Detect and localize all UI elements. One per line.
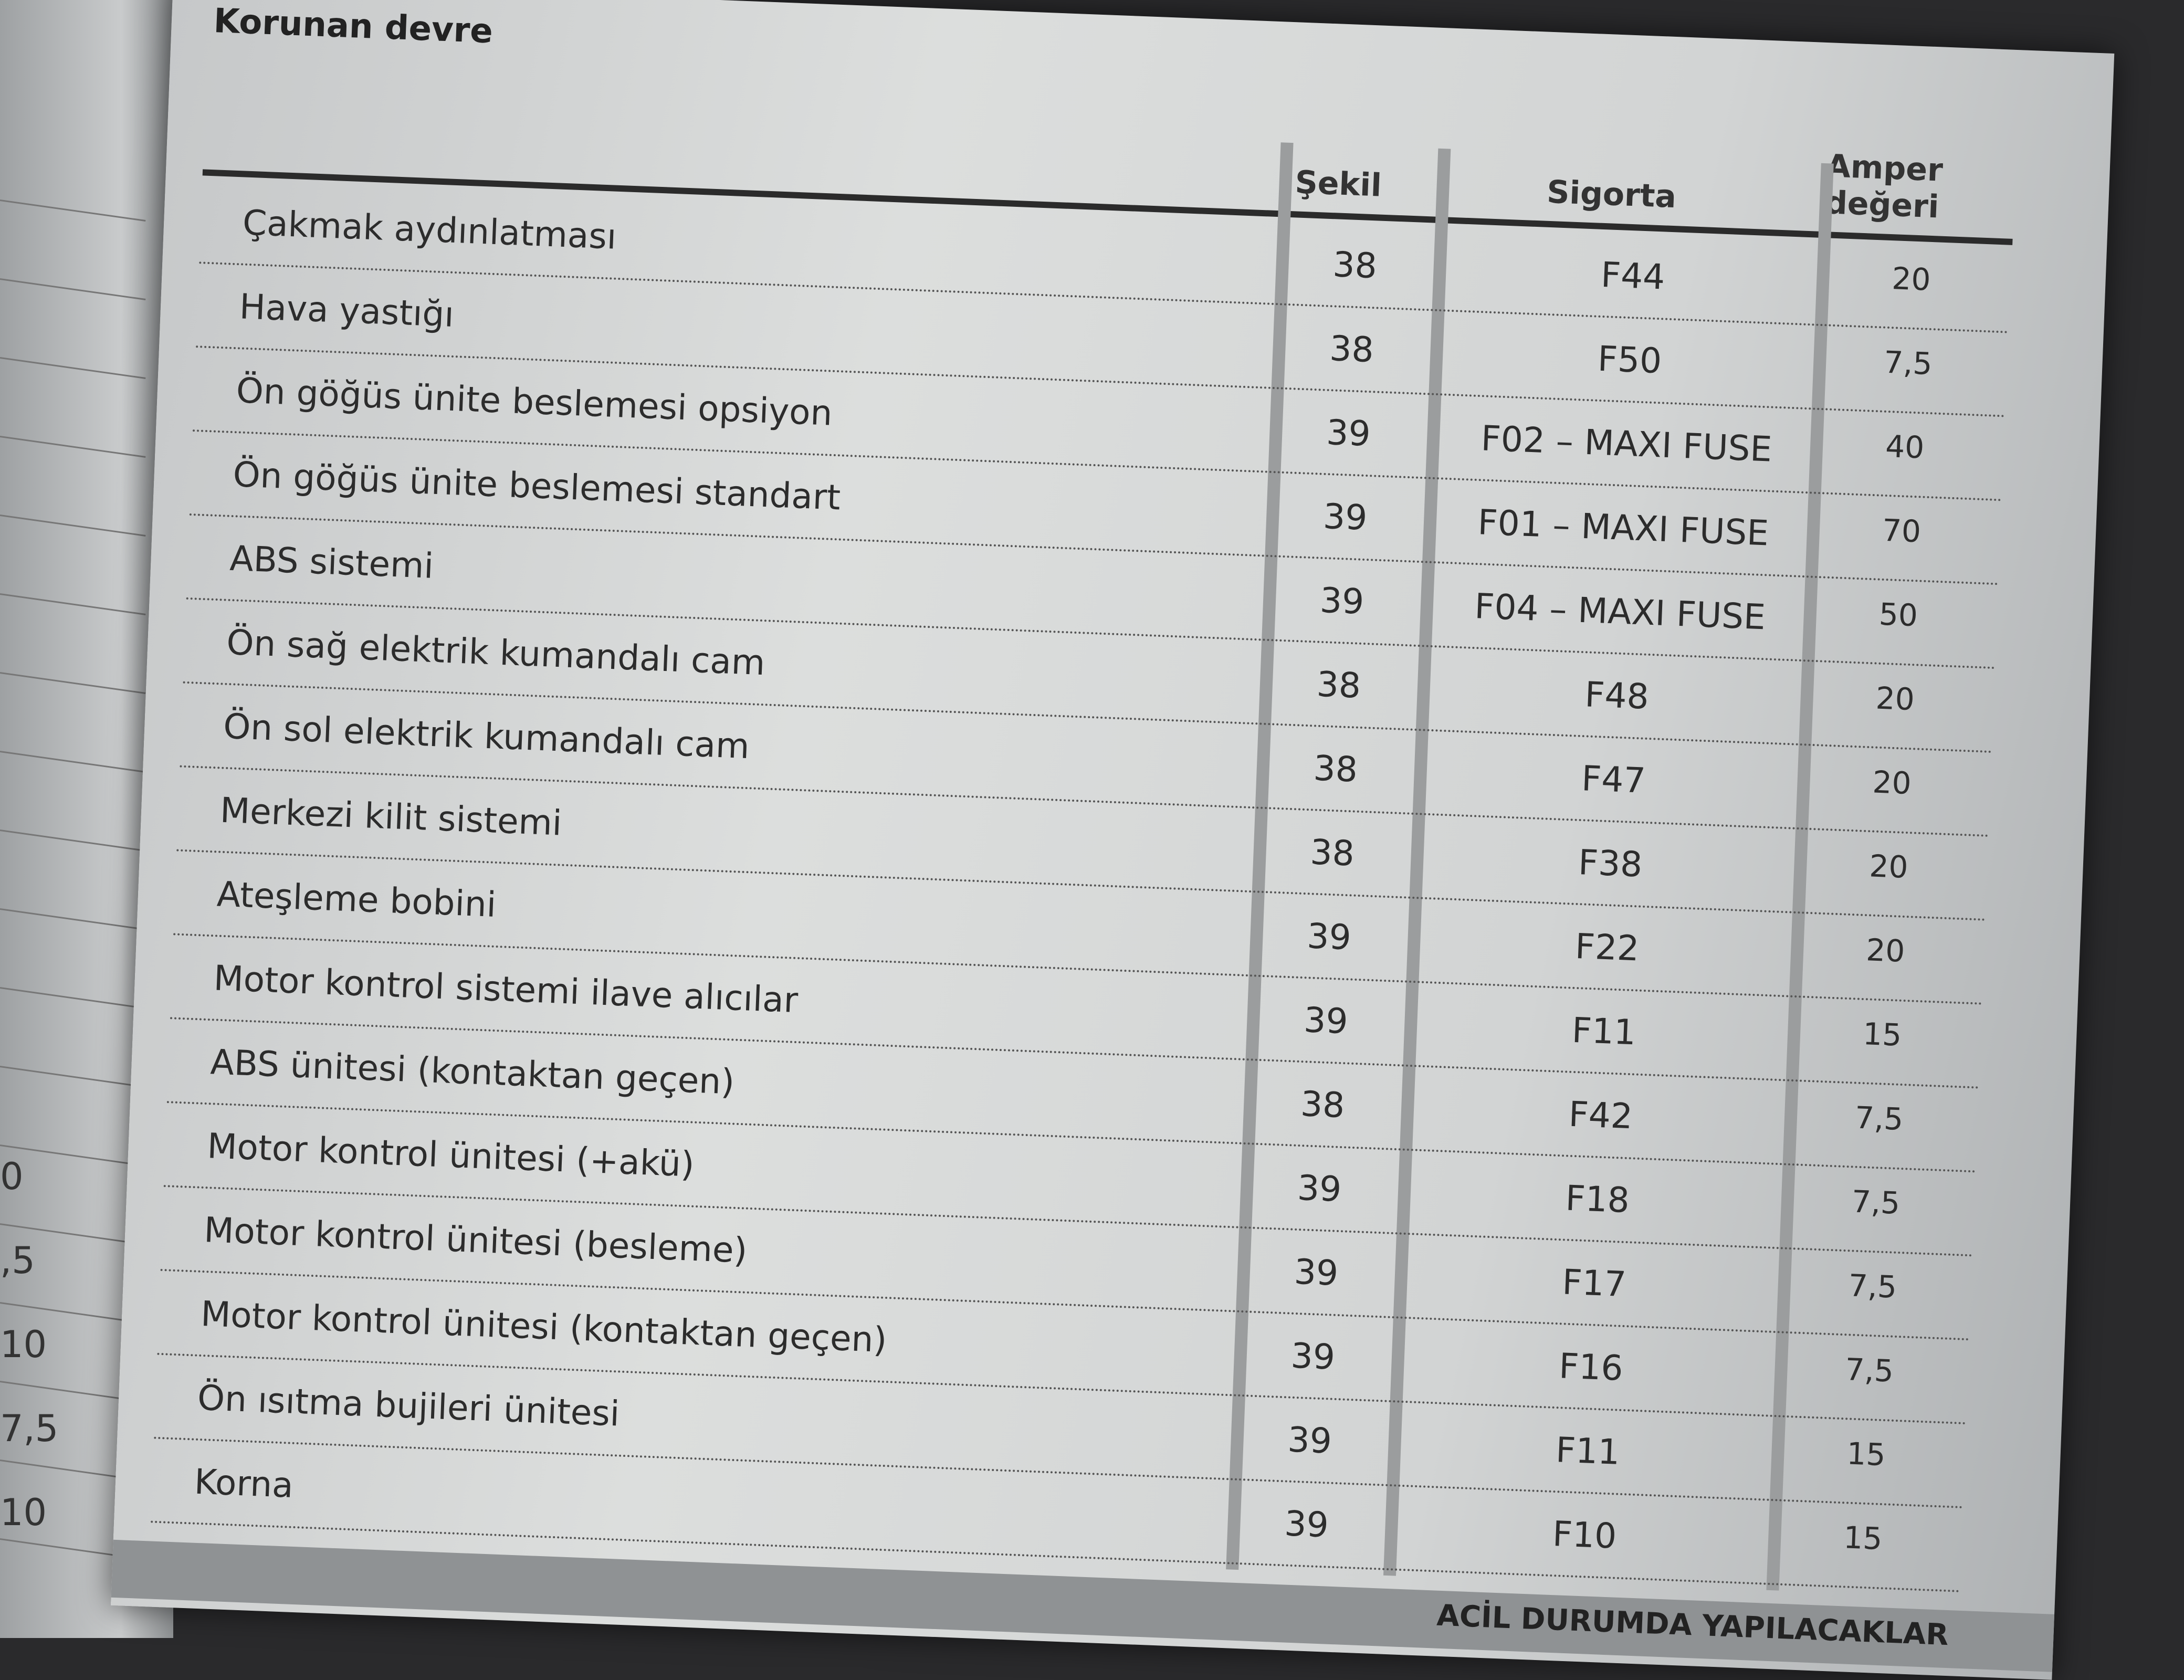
left-page-rule — [0, 908, 146, 930]
circuit-cell: Motor kontrol ünitesi (besleme) — [203, 1210, 748, 1271]
left-page-fragment: 10 — [0, 1491, 47, 1534]
ampere-cell: 15 — [1862, 1016, 1903, 1053]
ampere-cell: 20 — [1891, 260, 1931, 298]
left-page-rule — [0, 200, 146, 222]
ampere-cell: 70 — [1881, 512, 1922, 550]
circuit-cell: Ön sol elektrik kumandalı cam — [222, 706, 750, 767]
fuse-cell: F11 — [1571, 1010, 1637, 1053]
figure-cell: 38 — [1316, 664, 1362, 706]
left-page-rule — [0, 830, 146, 852]
figure-cell: 38 — [1309, 832, 1356, 874]
left-page-rule — [0, 514, 146, 537]
ampere-cell: 20 — [1872, 764, 1912, 802]
fuse-cell: F04 – MAXI FUSE — [1474, 586, 1767, 638]
left-page-rule — [0, 987, 146, 1009]
circuit-cell: Merkezi kilit sistemi — [219, 790, 563, 844]
left-page-rule — [0, 593, 146, 615]
figure-cell: 39 — [1284, 1503, 1330, 1546]
figure-cell: 38 — [1329, 328, 1375, 371]
fuse-cell: F17 — [1561, 1262, 1628, 1305]
fuse-cell: F44 — [1600, 254, 1666, 298]
ampere-cell: 20 — [1875, 680, 1915, 718]
ampere-cell: 7,5 — [1854, 1099, 1904, 1138]
fuse-cell: F22 — [1574, 926, 1640, 969]
left-page-fragment: 10 — [0, 1323, 47, 1366]
fuse-cell: F50 — [1597, 338, 1663, 382]
ampere-cell: 7,5 — [1844, 1351, 1895, 1389]
circuit-cell: Motor kontrol ünitesi (kontaktan geçen) — [200, 1293, 888, 1361]
left-page-rule — [0, 751, 146, 773]
ampere-cell: 7,5 — [1847, 1267, 1898, 1305]
fuse-cell: F38 — [1577, 842, 1643, 885]
ampere-cell: 7,5 — [1883, 344, 1933, 382]
circuit-cell: Motor kontrol ünitesi (+akü) — [206, 1126, 696, 1185]
fuse-cell: F47 — [1581, 758, 1646, 801]
figure-cell: 39 — [1287, 1419, 1333, 1462]
circuit-cell: Hava yastığı — [238, 286, 455, 335]
fuse-cell: F48 — [1584, 674, 1650, 717]
ampere-cell: 50 — [1878, 596, 1919, 634]
figure-cell: 39 — [1290, 1335, 1336, 1378]
circuit-cell: Ön ısıtma bujileri ünitesi — [196, 1377, 621, 1434]
fuse-cell: F01 – MAXI FUSE — [1477, 502, 1770, 554]
ampere-cell: 40 — [1885, 428, 1925, 466]
circuit-cell: Ön göğüs ünite beslemesi standart — [232, 454, 842, 518]
fuse-cell: F42 — [1568, 1094, 1634, 1137]
column-header-figure: Şekil — [1294, 164, 1382, 204]
ampere-cell: 20 — [1868, 848, 1909, 886]
figure-cell: 38 — [1332, 244, 1378, 287]
left-page-fragment: ,5 — [0, 1239, 35, 1282]
ampere-cell: 15 — [1843, 1519, 1883, 1557]
figure-cell: 39 — [1303, 1000, 1349, 1042]
circuit-cell: ABS sistemi — [229, 538, 435, 586]
figure-cell: 39 — [1306, 916, 1352, 958]
column-header-ampere: Amper değeri — [1824, 148, 1944, 226]
circuit-cell: ABS ünitesi (kontaktan geçen) — [209, 1042, 736, 1102]
ampere-cell: 20 — [1865, 932, 1906, 969]
left-page-rule — [0, 1066, 146, 1088]
figure-cell: 38 — [1312, 748, 1359, 790]
left-page-rule — [0, 672, 146, 694]
left-page-fragment: 0 — [0, 1155, 24, 1198]
figure-cell: 39 — [1296, 1167, 1342, 1210]
ampere-cell: 15 — [1846, 1435, 1886, 1473]
fuse-cell: F18 — [1564, 1178, 1631, 1221]
figure-cell: 39 — [1293, 1251, 1339, 1294]
left-page-rule — [0, 436, 146, 458]
circuit-cell: Ön sağ elektrik kumandalı cam — [226, 622, 766, 684]
figure-cell: 39 — [1322, 496, 1368, 539]
document-page: Korunan devre Şekil Sigorta Amper değeri… — [110, 0, 2115, 1680]
circuit-cell: Ateşleme bobini — [216, 874, 497, 925]
column-header-circuit: Korunan devre — [213, 2, 494, 51]
left-page-fragment: 7,5 — [0, 1407, 59, 1450]
circuit-cell: Çakmak aydınlatması — [242, 202, 617, 257]
fuse-cell: F02 – MAXI FUSE — [1480, 418, 1773, 470]
figure-cell: 39 — [1319, 580, 1365, 622]
circuit-cell: Ön göğüs ünite beslemesi opsiyon — [235, 370, 833, 434]
column-header-fuse: Sigorta — [1546, 173, 1677, 216]
figure-cell: 38 — [1299, 1084, 1346, 1126]
fuse-cell: F10 — [1551, 1514, 1618, 1557]
figure-cell: 39 — [1325, 412, 1371, 455]
fuse-cell: F11 — [1555, 1430, 1621, 1473]
circuit-cell: Motor kontrol sistemi ilave alıcılar — [213, 958, 799, 1021]
fuse-cell: F16 — [1558, 1346, 1624, 1389]
left-page-rule — [0, 278, 146, 300]
left-page-rule — [0, 357, 146, 379]
circuit-cell: Korna — [193, 1461, 295, 1506]
ampere-cell: 7,5 — [1851, 1183, 1901, 1221]
